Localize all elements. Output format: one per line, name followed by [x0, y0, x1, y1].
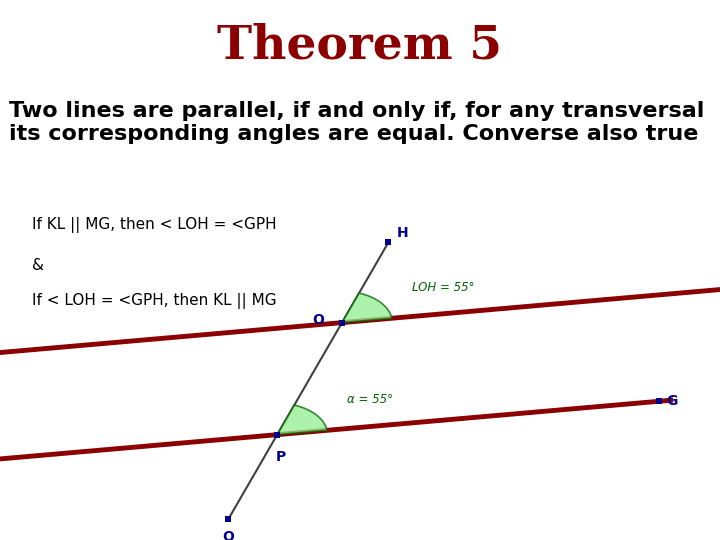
Text: P: P — [276, 450, 286, 464]
Text: If KL || MG, then < LOH = <GPH: If KL || MG, then < LOH = <GPH — [32, 217, 277, 233]
Wedge shape — [342, 293, 392, 322]
Text: If < LOH = <GPH, then KL || MG: If < LOH = <GPH, then KL || MG — [32, 293, 277, 309]
Text: Theorem 5: Theorem 5 — [217, 23, 503, 69]
Wedge shape — [277, 405, 327, 435]
Text: α = 55°: α = 55° — [347, 393, 393, 406]
Text: Q: Q — [222, 530, 235, 540]
Text: H: H — [397, 226, 409, 240]
Text: O: O — [312, 313, 324, 327]
Text: G: G — [666, 394, 678, 408]
Text: Two lines are parallel, if and only if, for any transversal
its corresponding an: Two lines are parallel, if and only if, … — [9, 101, 704, 144]
Text: &: & — [32, 258, 45, 273]
Text: LOH = 55°: LOH = 55° — [412, 281, 474, 294]
